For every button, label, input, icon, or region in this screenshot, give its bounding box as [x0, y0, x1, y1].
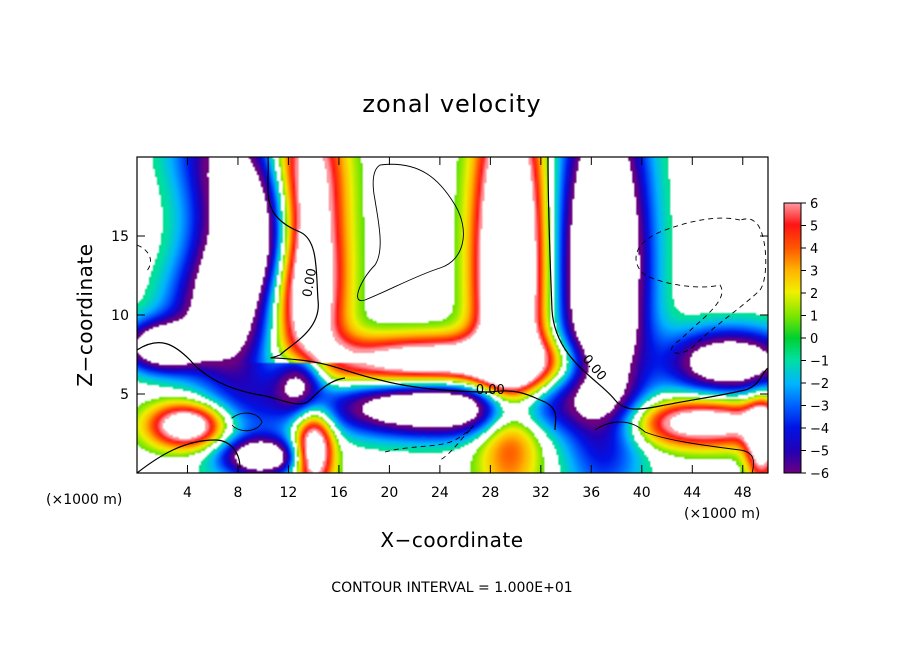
thin-contour — [357, 163, 464, 301]
colorbar-tick-label: −6 — [810, 467, 829, 482]
colorbar-tick-label: 3 — [810, 265, 818, 280]
zero-contour-line — [137, 439, 241, 473]
contour-label: 0.00 — [476, 383, 505, 398]
x-tick-label: 48 — [734, 485, 752, 501]
x-axis-label: X−coordinate — [380, 528, 523, 552]
x-tick-label: 8 — [233, 485, 242, 501]
zero-contour-line — [137, 341, 346, 405]
x-tick-label: 36 — [582, 485, 600, 501]
y-tick-label: 10 — [111, 308, 129, 324]
x-axis-ticks: 4 8 12 16 20 24 28 32 36 40 44 48 — [183, 157, 752, 501]
y-tick-label: 15 — [111, 229, 129, 245]
x-tick-label: 20 — [380, 485, 398, 501]
colorbar-tick-label: 6 — [810, 197, 818, 212]
velocity-field-raster — [137, 157, 768, 473]
colorbar-tick-label: −3 — [810, 400, 829, 415]
chart-title: zonal velocity — [362, 90, 541, 118]
colorbar-tick-label: 2 — [810, 287, 818, 302]
y-axis-ticks: 5 10 15 — [111, 229, 768, 403]
colorbar-tick-label: 0 — [810, 332, 818, 347]
contour-lines — [137, 157, 768, 473]
colorbar-tick-label: 5 — [810, 220, 818, 235]
y-tick-label: 5 — [120, 387, 129, 403]
x-unit-right: (×1000 m) — [684, 506, 760, 522]
colorbar-tick-label: −1 — [810, 355, 829, 370]
x-tick-label: 32 — [532, 485, 550, 501]
x-tick-label: 16 — [330, 485, 348, 501]
zero-contour-line — [267, 157, 557, 431]
colorbar-tick-label: −4 — [810, 422, 829, 437]
velocity-field — [137, 157, 768, 473]
dashed-contour — [137, 244, 151, 273]
x-tick-label: 28 — [481, 485, 499, 501]
colorbar-tick-label: 1 — [810, 310, 818, 325]
contour-label: 0.00 — [300, 267, 320, 298]
colorbar-tick-label: −2 — [810, 377, 829, 392]
contour-labels: 0.000.000.00 — [300, 267, 609, 398]
colorbar-tick-label: −5 — [810, 445, 829, 460]
dashed-contour — [384, 425, 474, 461]
x-tick-label: 44 — [683, 485, 701, 501]
x-tick-label: 12 — [280, 485, 298, 501]
thin-contour — [594, 421, 754, 473]
contour-interval-note: CONTOUR INTERVAL = 1.000E+01 — [331, 580, 572, 596]
colorbar: 6 5 4 3 2 1 0 −1 −2 −3 −4 −5 −6 — [783, 197, 829, 482]
x-tick-label: 4 — [183, 485, 192, 501]
zero-contour-line — [547, 157, 768, 410]
colorbar-tick-label: 4 — [810, 242, 818, 257]
x-unit-left: (×1000 m) — [46, 492, 122, 508]
y-axis-label: Z−coordinate — [73, 243, 97, 386]
x-tick-label: 24 — [431, 485, 449, 501]
x-tick-label: 40 — [633, 485, 651, 501]
dashed-contour — [635, 217, 767, 354]
thin-contour — [231, 412, 263, 432]
